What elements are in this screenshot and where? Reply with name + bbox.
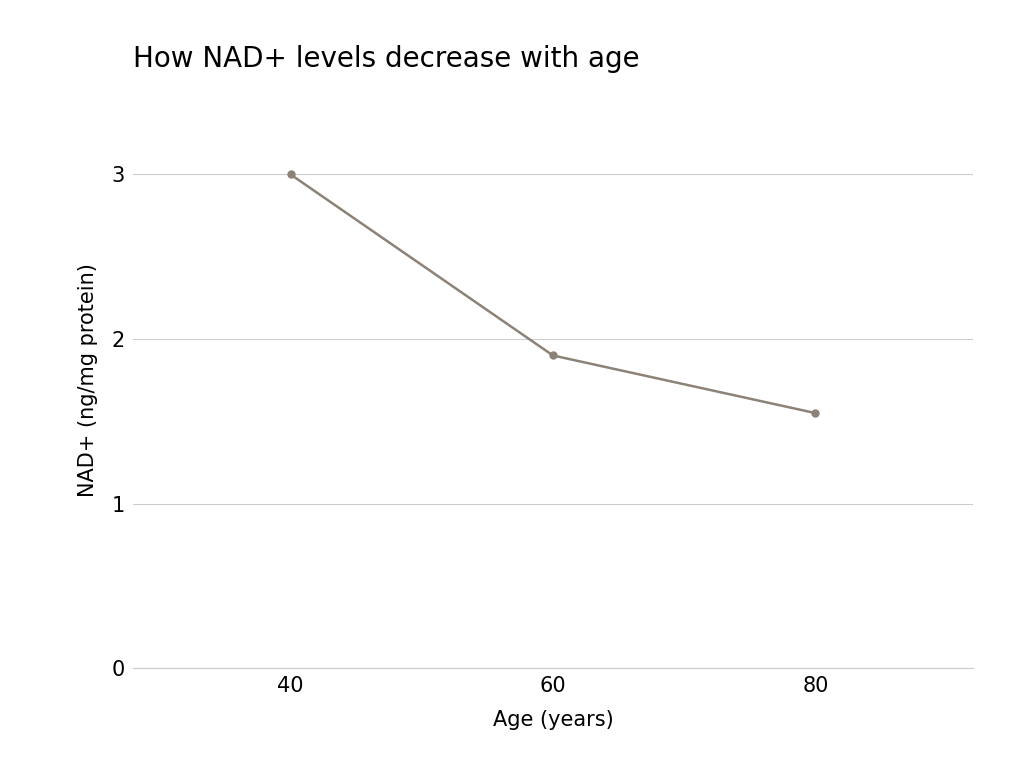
X-axis label: Age (years): Age (years): [493, 710, 613, 730]
Y-axis label: NAD+ (ng/mg protein): NAD+ (ng/mg protein): [78, 263, 97, 497]
Text: How NAD+ levels decrease with age: How NAD+ levels decrease with age: [133, 45, 640, 73]
